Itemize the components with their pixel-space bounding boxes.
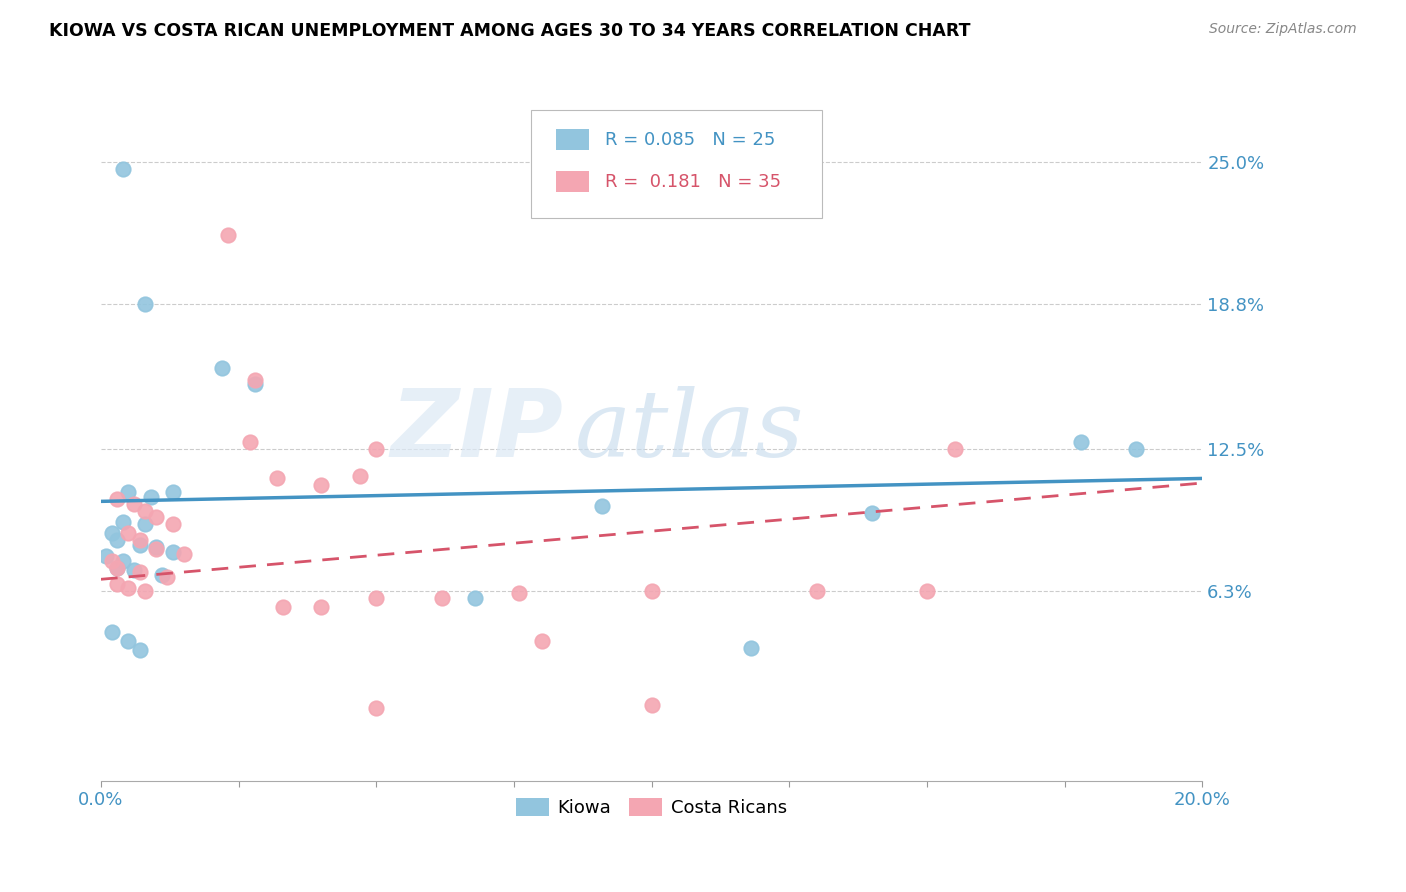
Point (464, 591, 486, 605)
Point (211, 361, 233, 376)
Point (943, 442, 966, 456)
Point (145, 540, 167, 554)
FancyBboxPatch shape (530, 110, 823, 219)
Point (243, 373, 266, 387)
Point (740, 641, 762, 656)
Point (145, 510, 167, 524)
Point (107, 561, 129, 575)
Point (530, 634, 553, 648)
Point (111, 515, 134, 529)
Point (122, 563, 145, 577)
Point (150, 567, 173, 582)
Point (117, 526, 139, 541)
Text: ZIP: ZIP (391, 385, 564, 477)
Point (309, 478, 332, 492)
Point (217, 228, 239, 243)
Text: Source: ZipAtlas.com: Source: ZipAtlas.com (1209, 22, 1357, 37)
FancyBboxPatch shape (555, 171, 589, 193)
Point (309, 599, 332, 614)
Point (156, 570, 179, 584)
Point (96, 549, 118, 564)
Point (266, 471, 288, 485)
Point (806, 583, 828, 598)
Point (366, 700, 388, 714)
Point (122, 497, 145, 511)
Point (107, 577, 129, 591)
Point (128, 643, 150, 657)
Point (107, 561, 129, 575)
Point (432, 591, 454, 605)
Text: R = 0.085   N = 25: R = 0.085 N = 25 (606, 131, 776, 149)
Point (173, 547, 195, 561)
Point (134, 503, 156, 517)
Point (1070, 434, 1092, 449)
Point (134, 517, 156, 532)
Point (134, 297, 156, 311)
Point (111, 161, 134, 176)
Point (640, 698, 662, 713)
Point (162, 485, 184, 500)
FancyBboxPatch shape (555, 129, 589, 151)
Point (128, 538, 150, 552)
Legend: Kiowa, Costa Ricans: Kiowa, Costa Ricans (509, 790, 794, 824)
Point (239, 434, 262, 449)
Point (915, 583, 938, 598)
Point (366, 442, 388, 456)
Point (145, 542, 167, 557)
Point (111, 554, 134, 568)
Point (107, 533, 129, 548)
Point (101, 526, 124, 541)
Point (162, 517, 184, 532)
Point (349, 469, 371, 483)
Point (117, 485, 139, 500)
Point (101, 554, 124, 568)
Point (640, 583, 662, 598)
Point (508, 586, 530, 600)
Point (117, 634, 139, 648)
Point (101, 625, 124, 640)
Point (860, 506, 883, 520)
Point (591, 499, 613, 513)
Point (243, 377, 266, 392)
Point (134, 583, 156, 598)
Point (1125, 442, 1147, 456)
Text: atlas: atlas (575, 386, 804, 476)
Point (162, 545, 184, 559)
Point (139, 490, 162, 504)
Point (128, 566, 150, 580)
Point (366, 591, 388, 605)
Text: KIOWA VS COSTA RICAN UNEMPLOYMENT AMONG AGES 30 TO 34 YEARS CORRELATION CHART: KIOWA VS COSTA RICAN UNEMPLOYMENT AMONG … (49, 22, 970, 40)
Point (271, 599, 294, 614)
Point (128, 533, 150, 548)
Point (107, 491, 129, 506)
Point (117, 582, 139, 596)
Text: R =  0.181   N = 35: R = 0.181 N = 35 (606, 173, 782, 191)
